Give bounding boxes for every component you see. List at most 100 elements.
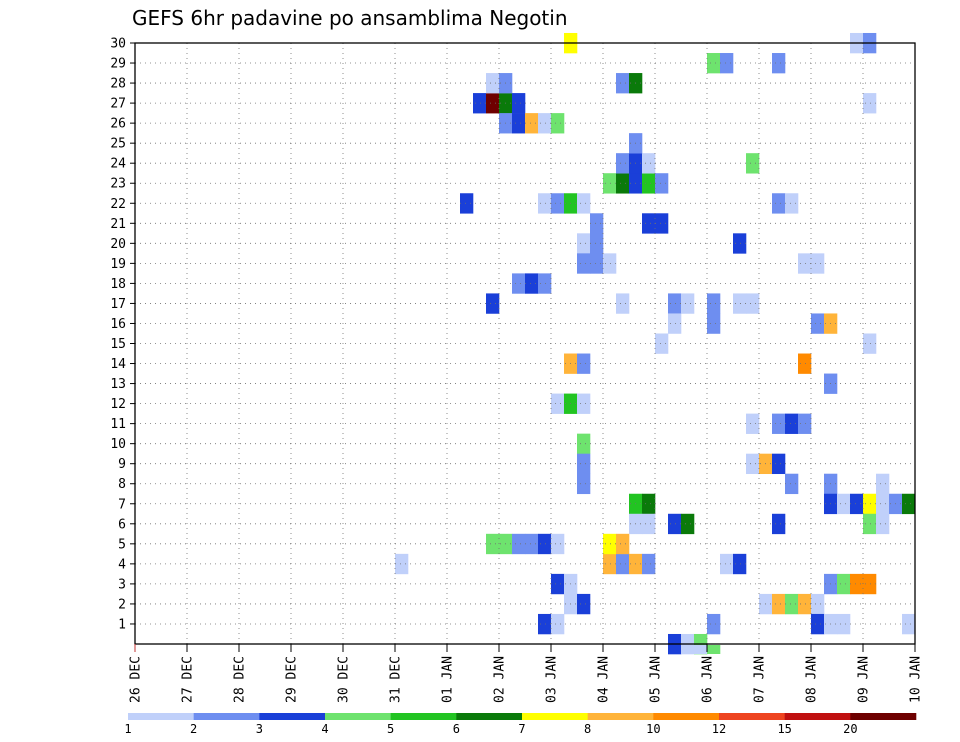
cell-98 bbox=[798, 413, 812, 434]
cell-117 bbox=[837, 613, 851, 635]
cell-5 bbox=[551, 533, 565, 555]
cell-124 bbox=[837, 493, 851, 515]
cell-24 bbox=[551, 193, 565, 214]
cell-105 bbox=[772, 193, 786, 214]
below-cell-3 bbox=[707, 645, 721, 654]
cell-53 bbox=[616, 533, 630, 555]
cell-27 bbox=[538, 613, 552, 635]
cell-84 bbox=[707, 313, 721, 334]
x-tick-label-15: 10 JAN bbox=[909, 656, 924, 703]
cell-103 bbox=[811, 593, 825, 615]
cell-33 bbox=[551, 393, 565, 414]
cell-60 bbox=[616, 173, 630, 194]
cell-42 bbox=[577, 233, 591, 254]
y-tick-label-11: 11 bbox=[110, 417, 126, 432]
cell-55 bbox=[642, 493, 656, 515]
cell-43 bbox=[590, 233, 604, 254]
y-tick-label-8: 8 bbox=[118, 477, 126, 492]
cell-115 bbox=[811, 613, 825, 635]
cell-76 bbox=[681, 293, 695, 314]
below-cell-0 bbox=[668, 645, 682, 654]
y-tick-label-1: 1 bbox=[118, 617, 126, 632]
y-tick-label-2: 2 bbox=[118, 597, 126, 612]
cell-70 bbox=[642, 213, 656, 234]
cell-133 bbox=[863, 333, 877, 354]
cell-21 bbox=[525, 273, 539, 294]
cell-62 bbox=[642, 173, 656, 194]
x-tick-label-3: 29 DEC bbox=[285, 656, 300, 703]
legend-label-8: 8 bbox=[584, 722, 591, 736]
below-axis-cells-layer bbox=[668, 645, 721, 654]
y-tick-label-27: 27 bbox=[110, 97, 126, 112]
y-tick-label-20: 20 bbox=[110, 237, 126, 252]
x-tick-label-11: 06 JAN bbox=[701, 656, 716, 703]
cell-106 bbox=[785, 193, 799, 214]
legend-swatch-5 bbox=[456, 713, 523, 720]
cell-49 bbox=[616, 553, 630, 575]
y-tick-label-13: 13 bbox=[110, 377, 126, 392]
cell-45 bbox=[603, 253, 617, 274]
cell-111 bbox=[798, 353, 812, 374]
legend-swatch-4 bbox=[390, 713, 457, 720]
y-tick-label-18: 18 bbox=[110, 277, 126, 292]
legend-swatch-11 bbox=[850, 713, 917, 720]
cell-48 bbox=[603, 553, 617, 575]
cell-15 bbox=[512, 113, 526, 134]
cell-59 bbox=[603, 173, 617, 194]
y-tick-label-14: 14 bbox=[110, 357, 126, 372]
cell-11 bbox=[512, 93, 526, 114]
legend-swatch-10 bbox=[784, 713, 851, 720]
cell-127 bbox=[876, 493, 890, 515]
cell-91 bbox=[746, 153, 760, 174]
y-tick-label-22: 22 bbox=[110, 197, 126, 212]
legend-swatch-9 bbox=[719, 713, 785, 720]
cell-46 bbox=[577, 253, 591, 274]
cell-52 bbox=[603, 533, 617, 555]
y-tick-label-5: 5 bbox=[118, 537, 126, 552]
legend-label-4: 4 bbox=[321, 722, 328, 736]
y-tick-label-23: 23 bbox=[110, 177, 126, 192]
x-tick-label-8: 03 JAN bbox=[545, 656, 560, 703]
y-tick-label-29: 29 bbox=[110, 57, 126, 72]
cell-131 bbox=[876, 513, 890, 535]
cell-92 bbox=[746, 413, 760, 434]
cell-51 bbox=[642, 553, 656, 575]
cell-57 bbox=[642, 513, 656, 535]
cell-73 bbox=[668, 513, 682, 535]
legend-swatch-7 bbox=[587, 713, 654, 720]
x-tick-label-13: 08 JAN bbox=[805, 656, 820, 703]
y-tick-label-17: 17 bbox=[110, 297, 126, 312]
y-tick-label-19: 19 bbox=[110, 257, 126, 272]
cell-89 bbox=[733, 293, 747, 314]
x-tick-label-0: 26 DEC bbox=[129, 656, 144, 703]
legend-label-2: 2 bbox=[190, 722, 197, 736]
legend-label-1: 1 bbox=[124, 722, 131, 736]
cell-90 bbox=[746, 293, 760, 314]
x-axis: 26 DEC 27 DEC 28 DEC 29 DEC 30 DEC 31 DEC 01 J… bbox=[129, 644, 924, 703]
cell-40 bbox=[577, 453, 591, 475]
legend-label-5: 5 bbox=[387, 722, 394, 736]
cell-7 bbox=[460, 193, 474, 214]
cell-20 bbox=[512, 273, 526, 294]
cell-74 bbox=[681, 513, 695, 535]
cell-81 bbox=[707, 53, 721, 74]
cell-132 bbox=[876, 473, 890, 495]
legend-label-7: 7 bbox=[518, 722, 525, 736]
x-tick-label-7: 02 JAN bbox=[493, 656, 508, 703]
cell-96 bbox=[772, 413, 786, 434]
x-tick-label-10: 05 JAN bbox=[649, 656, 664, 703]
cell-37 bbox=[577, 353, 591, 374]
legend-swatch-2 bbox=[259, 713, 326, 720]
color-legend: 1 2 3 4 5 6 7 8 10 12 15 20 bbox=[124, 713, 917, 736]
cell-119 bbox=[837, 573, 851, 595]
cell-2 bbox=[512, 533, 526, 555]
cell-19 bbox=[486, 293, 500, 314]
chart-title: GEFS 6hr padavine po ansamblima Negotin bbox=[132, 6, 568, 30]
y-tick-label-28: 28 bbox=[110, 77, 126, 92]
cell-71 bbox=[655, 213, 669, 234]
cell-28 bbox=[551, 613, 565, 635]
cell-44 bbox=[590, 253, 604, 274]
cell-101 bbox=[785, 593, 799, 615]
